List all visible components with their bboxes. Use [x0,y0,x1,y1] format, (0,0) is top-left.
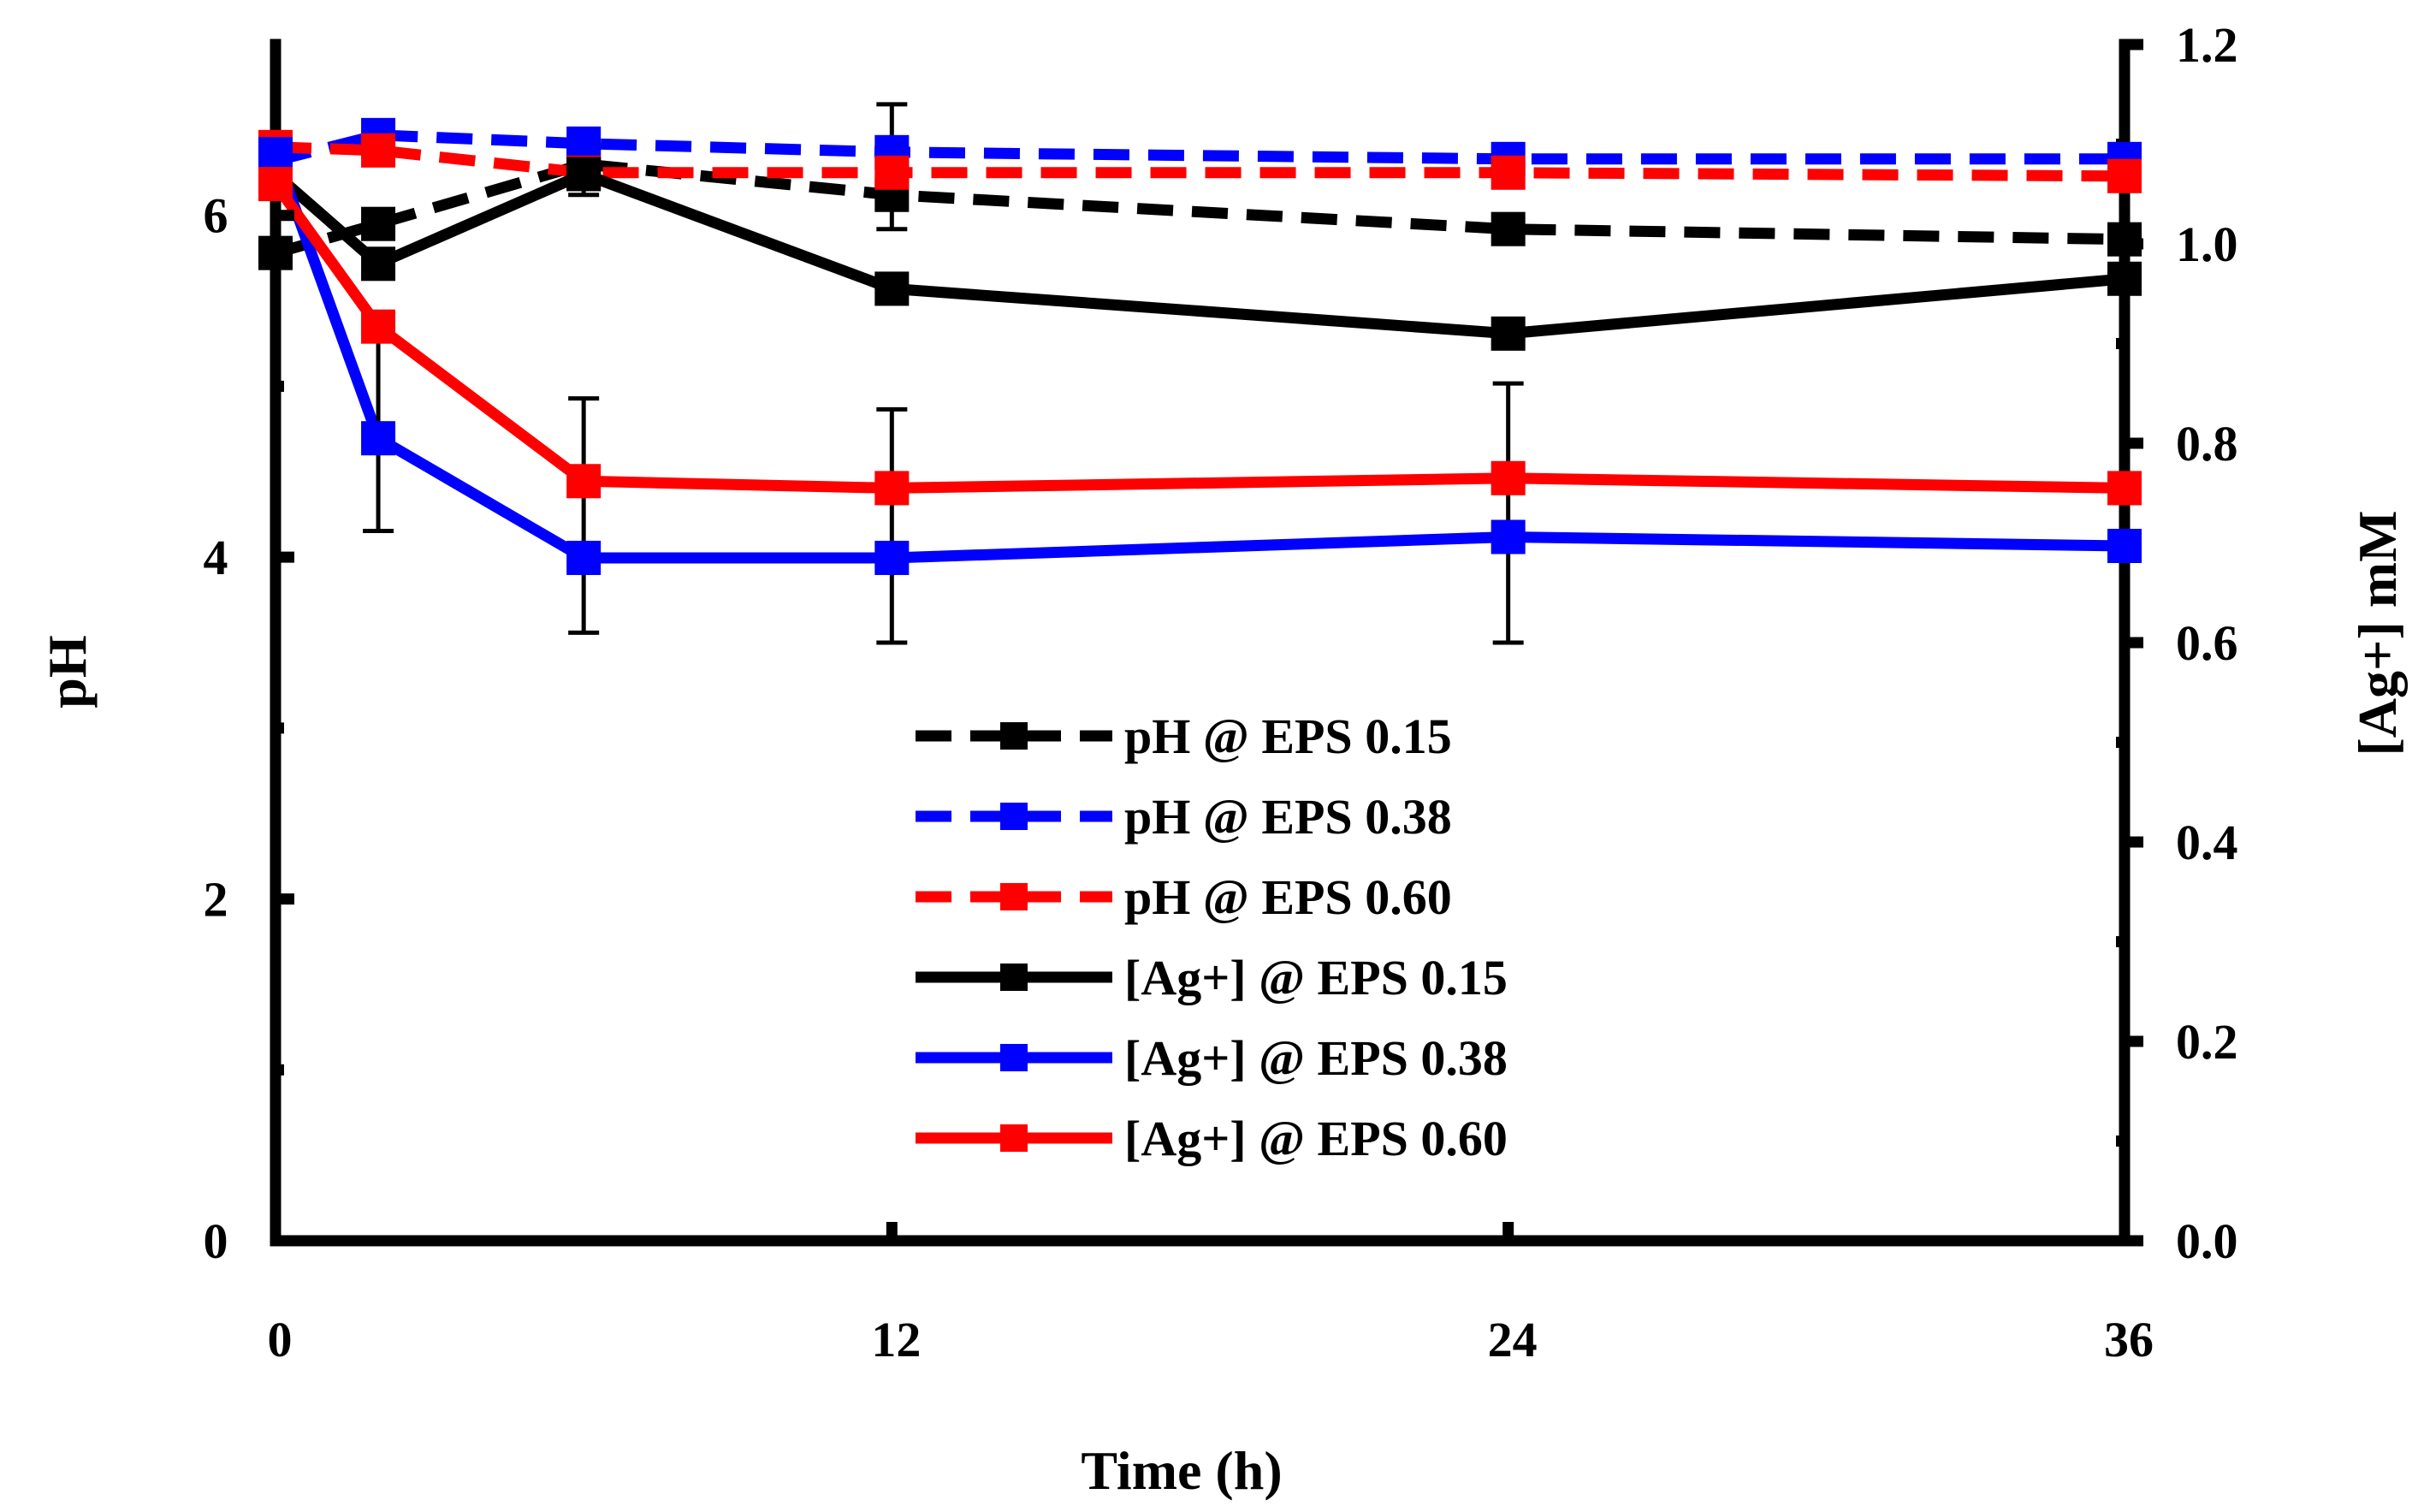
y-left-tick-label: 0 [204,1213,228,1269]
legend-label-0: pH @ EPS 0.15 [1124,709,1452,764]
x-tick-label: 12 [871,1312,921,1367]
marker-series-4 [258,137,293,172]
marker-series-0 [1491,211,1526,246]
series-line-2 [275,141,2125,182]
markers-group [258,117,2142,575]
marker-series-5 [2107,471,2142,506]
marker-series-0 [258,235,293,270]
y-left-tick-label: 4 [204,530,228,585]
y-right-tick-label: 1.2 [2176,17,2238,73]
legend-marker-2 [1000,883,1028,910]
series-line-5 [270,181,2125,494]
y-right-tick-label: 0.0 [2176,1213,2238,1269]
marker-series-5 [874,471,910,506]
y-right-tick-label: 0.8 [2176,416,2238,471]
marker-series-2 [2107,158,2142,193]
data-series-group [270,129,2125,564]
legend-marker-1 [1000,803,1028,830]
x-tick-label: 36 [2104,1312,2154,1367]
series-line-1 [274,129,2125,167]
marker-series-4 [1491,519,1526,554]
marker-series-3 [874,271,910,306]
y-left-tick-label: 2 [204,872,228,928]
legend-marker-4 [1000,1044,1028,1071]
y-right-tick-label: 0.6 [2176,615,2238,671]
marker-series-5 [361,309,396,344]
marker-series-5 [1491,460,1526,495]
marker-series-2 [874,155,910,190]
y-right-tick-label: 1.0 [2176,216,2238,272]
series-line-3 [271,168,2125,340]
marker-series-0 [361,206,396,241]
marker-series-4 [361,421,396,456]
legend-label-2: pH @ EPS 0.60 [1124,869,1452,925]
y-axis-right-title: [Ag+] mM [2347,510,2408,756]
legend-label-5: [Ag+] @ EPS 0.60 [1124,1111,1508,1166]
legend-label-1: pH @ EPS 0.38 [1124,789,1452,845]
y-right-tick-label: 0.4 [2176,815,2238,870]
series-line-4 [270,151,2125,564]
marker-series-4 [566,540,602,575]
marker-series-4 [874,540,910,575]
legend-label-3: [Ag+] @ EPS 0.15 [1124,950,1508,1005]
marker-series-5 [566,464,602,499]
marker-series-3 [1491,316,1526,351]
legend-marker-5 [1000,1124,1028,1152]
marker-series-1 [566,126,602,161]
error-bars-group [363,102,1524,645]
marker-series-4 [2107,528,2142,563]
series-line-0 [274,158,2125,258]
x-axis-title: Time (h) [1081,1440,1282,1501]
marker-series-0 [2107,222,2142,257]
legend: pH @ EPS 0.15 pH @ EPS 0.38 pH @ EPS 0.60 [… [916,709,1508,1166]
x-tick-label: 0 [268,1312,293,1367]
marker-series-3 [361,246,396,282]
y-left-tick-label: 6 [204,188,228,244]
legend-label-4: [Ag+] @ EPS 0.38 [1124,1030,1508,1086]
marker-series-3 [566,157,602,192]
legend-marker-0 [1000,722,1028,750]
marker-series-2 [1491,155,1526,190]
x-tick-label: 24 [1488,1312,1538,1367]
marker-series-5 [258,167,293,202]
marker-series-2 [361,133,396,168]
legend-marker-3 [1000,964,1028,991]
y-axis-left-title: pH [37,635,98,708]
y-right-tick-label: 0.2 [2176,1014,2238,1070]
marker-series-3 [2107,261,2142,296]
